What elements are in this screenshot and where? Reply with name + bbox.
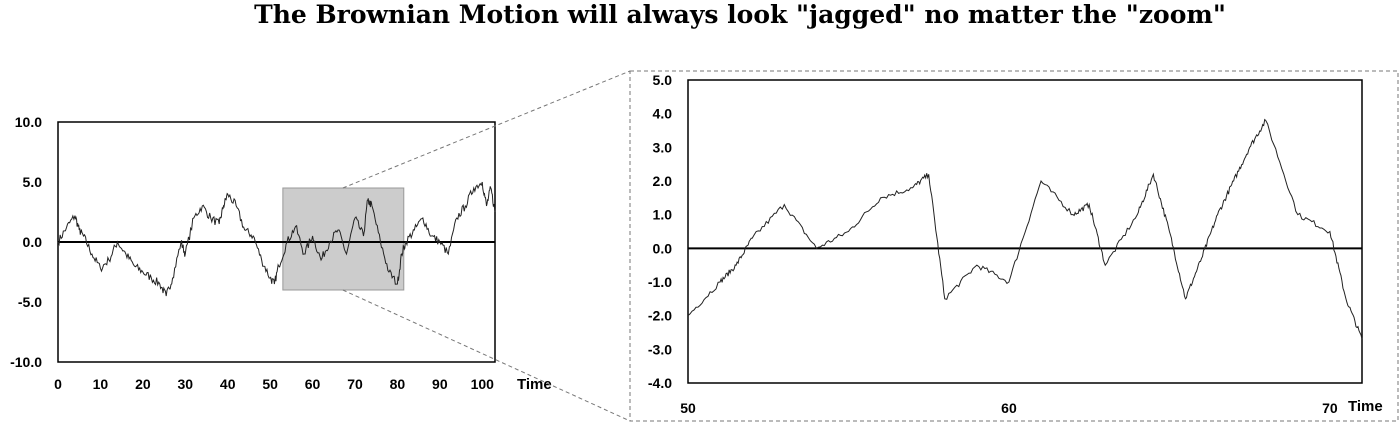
y-tick-label: 5.0 xyxy=(23,174,43,190)
x-tick-label: 90 xyxy=(432,376,448,392)
x-tick-label: 60 xyxy=(305,376,321,392)
zoom-region xyxy=(282,187,405,291)
y-tick-label: -1.0 xyxy=(648,274,672,290)
x-tick-label: 50 xyxy=(680,400,696,416)
x-tick-label: 80 xyxy=(390,376,406,392)
y-tick-label: -4.0 xyxy=(648,375,672,391)
x-tick-label: 100 xyxy=(471,376,495,392)
zoom-connector-top xyxy=(342,70,631,189)
y-tick-label: 1.0 xyxy=(653,207,673,223)
zoom-connector-bottom xyxy=(342,289,631,422)
x-tick-label: 60 xyxy=(1001,400,1017,416)
x-tick-label: 70 xyxy=(1322,400,1338,416)
x-tick-label: 10 xyxy=(93,376,109,392)
x-axis-label: Time xyxy=(517,376,552,393)
y-tick-label: -5.0 xyxy=(18,294,42,310)
y-tick-label: 4.0 xyxy=(653,106,673,122)
y-tick-label: -2.0 xyxy=(648,308,672,324)
x-tick-label: 50 xyxy=(262,376,278,392)
x-tick-label: 70 xyxy=(347,376,363,392)
y-tick-label: 5.0 xyxy=(653,72,673,88)
y-tick-label: -3.0 xyxy=(648,341,672,357)
series-line xyxy=(687,118,1363,340)
chart-title: The Brownian Motion will always look "ja… xyxy=(254,0,1226,29)
y-tick-label: 2.0 xyxy=(653,173,673,189)
series-line xyxy=(57,181,496,297)
overview-chart: 10.0 5.0 0.0 -5.0 -10.0 0 10 20 30 40 50 60 70 80 90 10… xyxy=(10,70,631,422)
y-tick-label: 0.0 xyxy=(653,240,673,256)
y-tick-label: 10.0 xyxy=(15,114,42,130)
y-tick-label: 3.0 xyxy=(653,139,673,155)
zoomed-chart: 5.0 4.0 3.0 2.0 1.0 0.0 -1.0 -2.0 -3.0 -4.0 50 60 70… xyxy=(629,70,1399,422)
x-tick-label: 0 xyxy=(54,376,62,392)
x-tick-label: 30 xyxy=(177,376,193,392)
x-tick-label: 40 xyxy=(220,376,236,392)
zoom-panel-frame xyxy=(629,70,1399,422)
y-tick-label: -10.0 xyxy=(10,354,42,370)
x-axis-label: Time xyxy=(1348,398,1383,415)
x-tick-label: 20 xyxy=(135,376,151,392)
y-tick-label: 0.0 xyxy=(23,234,43,250)
plot-frame xyxy=(687,79,1363,384)
